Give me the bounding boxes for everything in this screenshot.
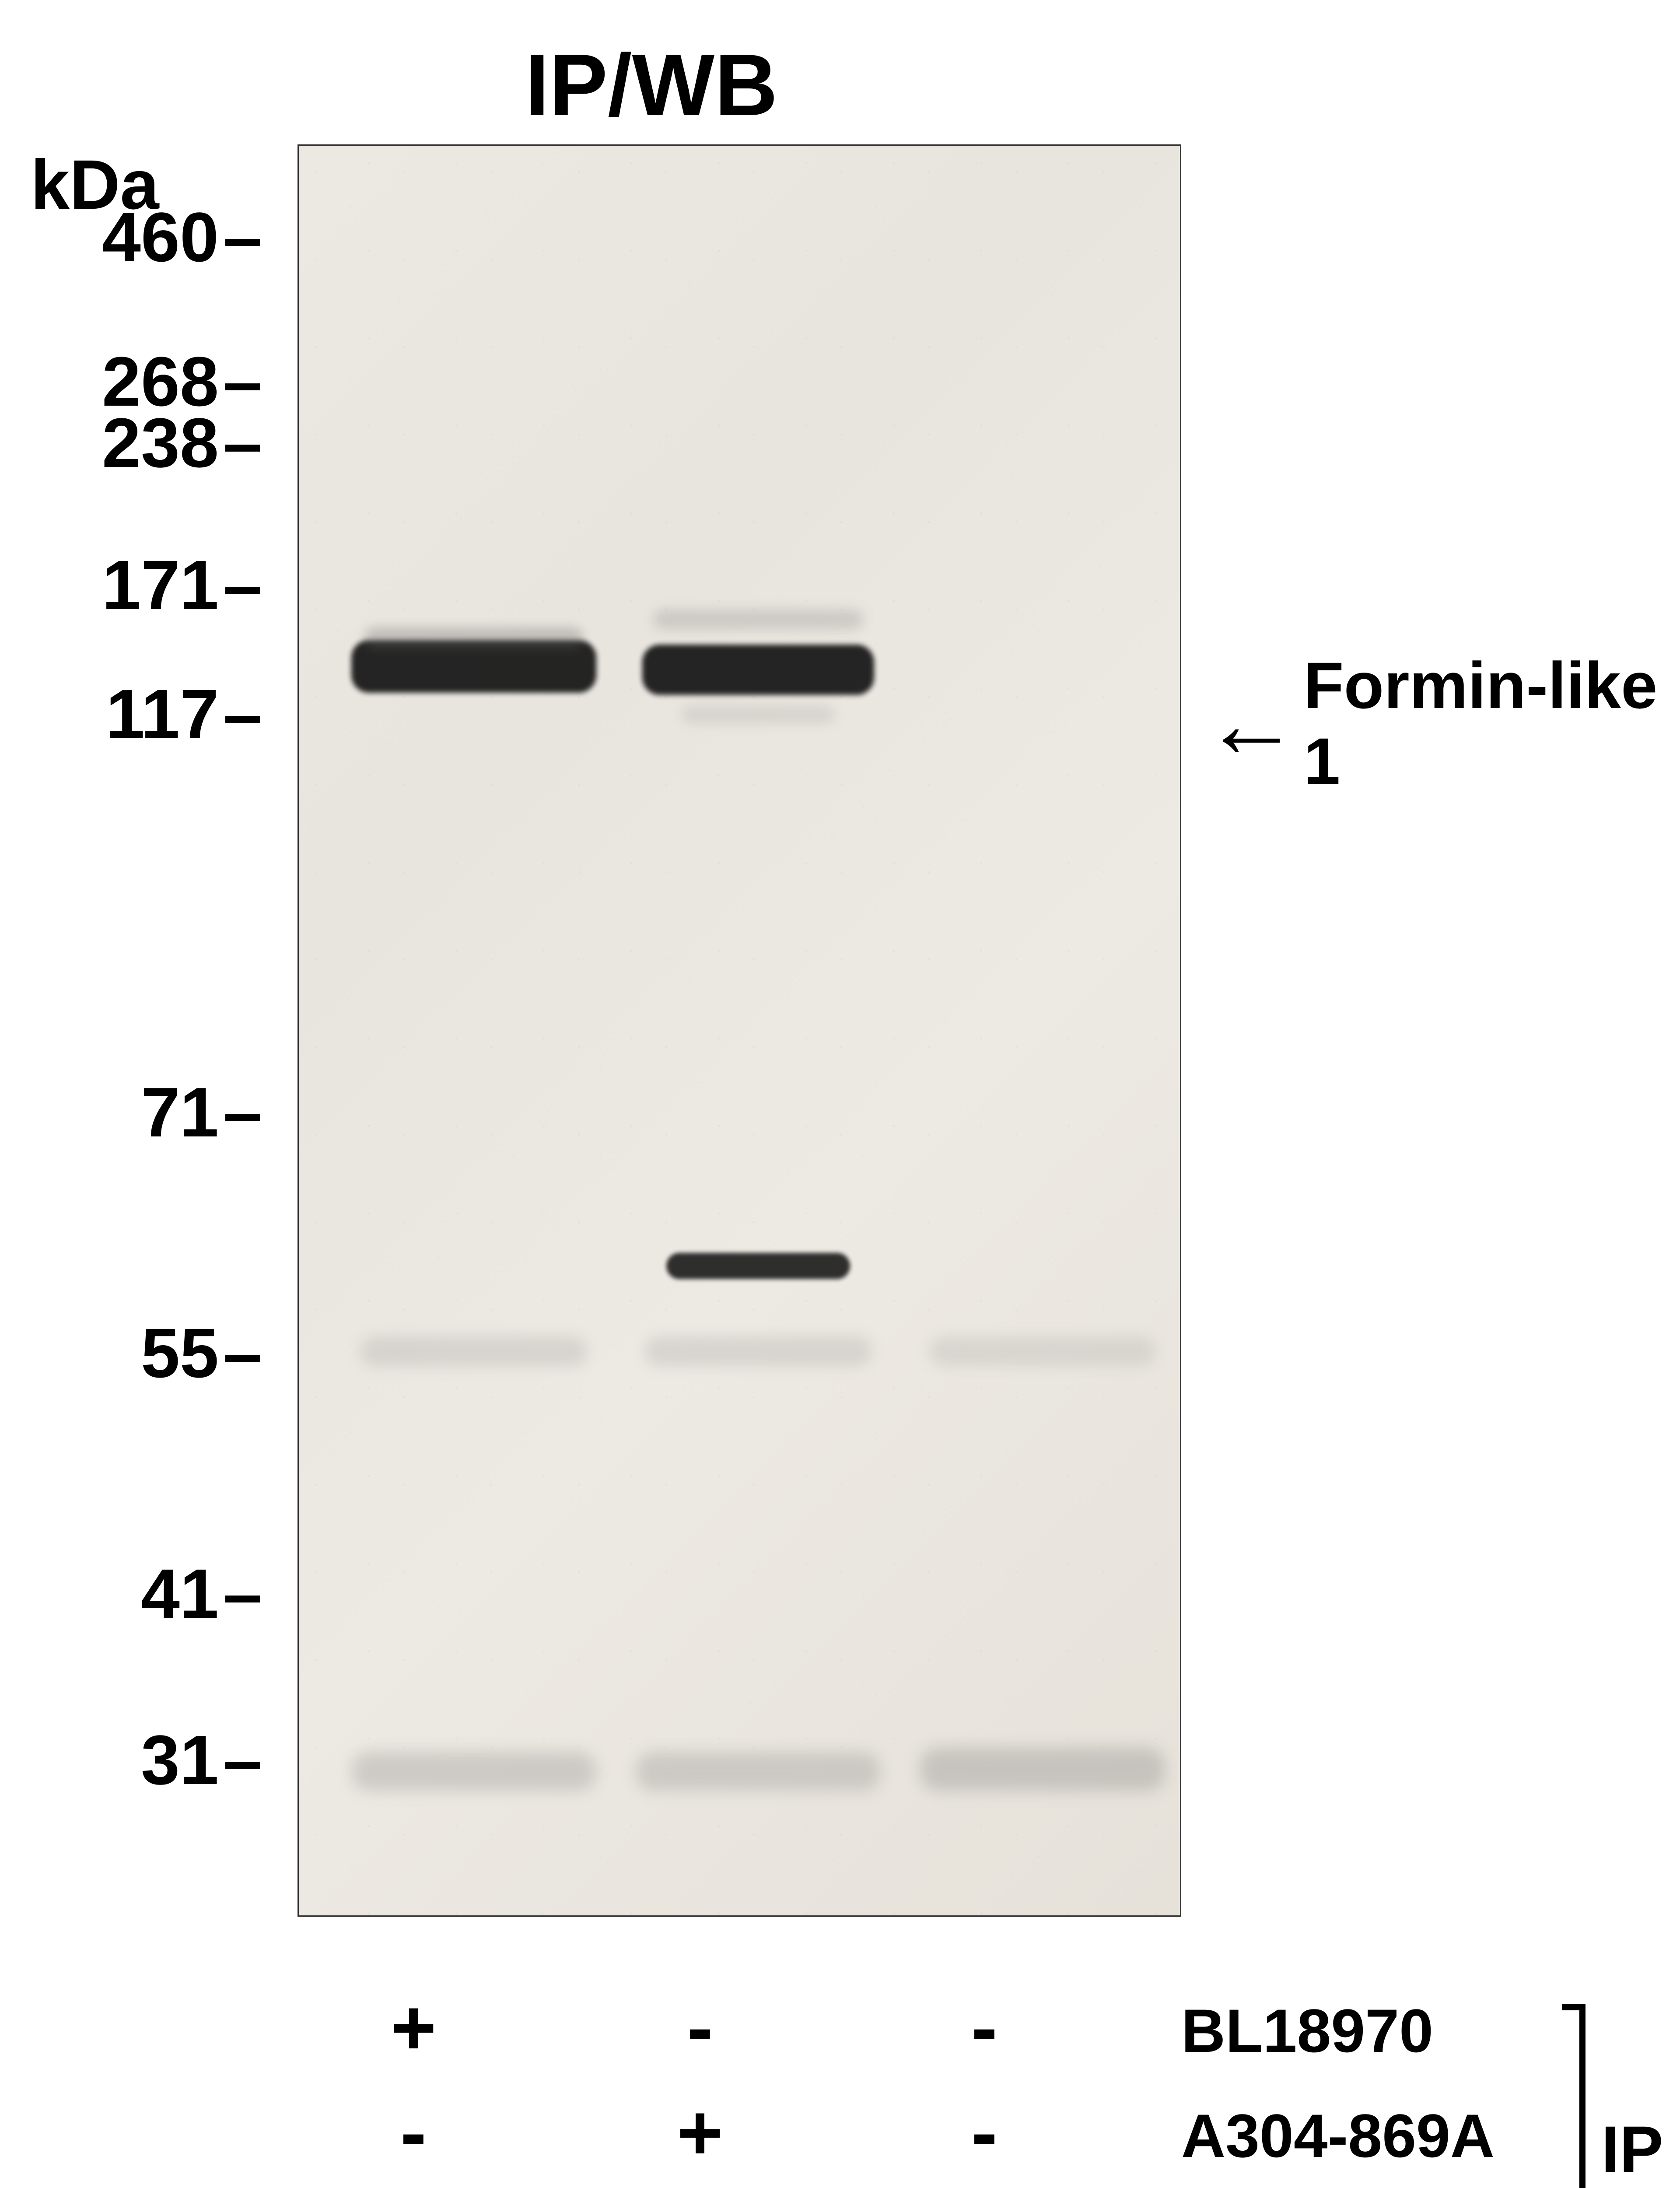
band bbox=[644, 1336, 872, 1367]
band bbox=[636, 1752, 881, 1791]
mw-label: 71 bbox=[52, 1072, 219, 1153]
mw-tick: – bbox=[223, 1072, 262, 1153]
mw-label: 171 bbox=[52, 545, 219, 625]
lane-marker: - bbox=[875, 1982, 1094, 2073]
blot-background bbox=[299, 146, 1180, 1915]
band bbox=[666, 1253, 850, 1279]
mw-tick: – bbox=[223, 1720, 262, 1800]
ip-bracket-label: IP bbox=[1601, 2111, 1663, 2187]
mw-label: 460 bbox=[52, 197, 219, 277]
figure-title: IP/WB bbox=[525, 35, 778, 136]
mw-label: 31 bbox=[52, 1720, 219, 1800]
lane-marker: - bbox=[591, 1982, 809, 2073]
mw-label: 55 bbox=[52, 1313, 219, 1393]
lane-marker: - bbox=[304, 2087, 523, 2178]
lane-marker: + bbox=[591, 2087, 809, 2178]
target-arrow-group: ← Formin-like 1 bbox=[1203, 648, 1680, 799]
mw-label: 238 bbox=[52, 403, 219, 483]
arrow-left-icon: ← bbox=[1203, 668, 1299, 779]
mw-label: 41 bbox=[52, 1553, 219, 1634]
lane-marker: - bbox=[875, 2087, 1094, 2178]
band bbox=[642, 645, 874, 695]
band bbox=[364, 627, 583, 649]
lane-marker: + bbox=[304, 1982, 523, 2073]
blot-noise bbox=[299, 146, 1180, 1915]
band bbox=[929, 1336, 1156, 1367]
mw-tick: – bbox=[223, 674, 262, 754]
band bbox=[653, 610, 863, 629]
band bbox=[682, 706, 835, 723]
ip-row-label: BL18970 bbox=[1181, 1995, 1433, 2066]
bracket-top-tick bbox=[1562, 2004, 1586, 2010]
mw-tick: – bbox=[223, 403, 262, 483]
mw-label: 117 bbox=[52, 674, 219, 754]
band bbox=[920, 1747, 1165, 1791]
ip-row-label: A304-869A bbox=[1181, 2100, 1494, 2171]
mw-tick: – bbox=[223, 1313, 262, 1393]
band bbox=[360, 1336, 588, 1367]
blot-membrane bbox=[298, 144, 1181, 1917]
band bbox=[351, 1752, 596, 1791]
mw-tick: – bbox=[223, 1553, 262, 1634]
mw-tick: – bbox=[223, 545, 262, 625]
mw-tick: – bbox=[223, 197, 262, 277]
target-label: Formin-like 1 bbox=[1304, 648, 1680, 799]
bracket-vertical bbox=[1579, 2004, 1586, 2188]
